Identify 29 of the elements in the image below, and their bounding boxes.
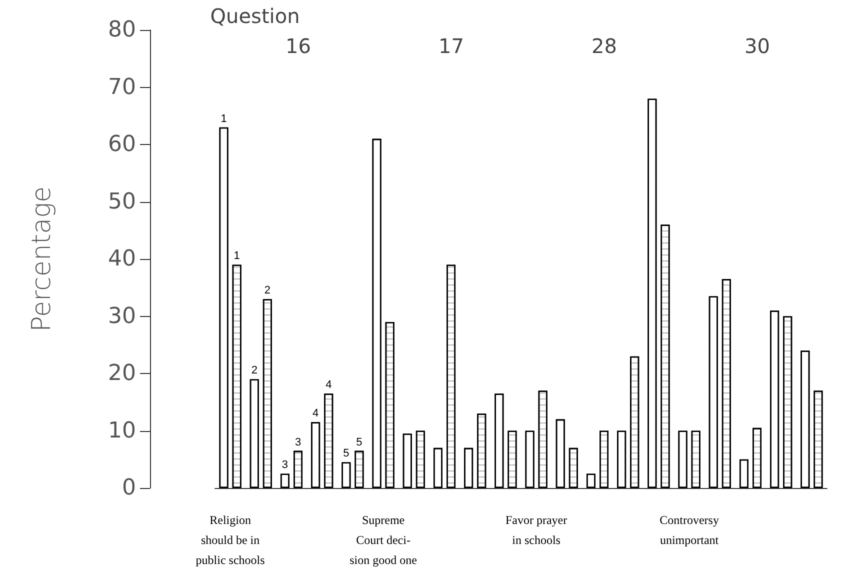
annotation: 30 [744, 34, 770, 58]
annotation: 2 [251, 364, 258, 377]
annotation: 3 [282, 459, 288, 472]
annotation: 28 [592, 34, 617, 58]
y-tick-label: 0 [122, 476, 136, 500]
annotation: 5 [343, 448, 350, 460]
y-axis-title: Percentage [27, 186, 57, 332]
y-tick-label: 80 [108, 18, 136, 42]
annotation: 4 [312, 408, 319, 420]
y-tick-label: 20 [108, 361, 136, 386]
annotation: 16 [286, 34, 311, 58]
x-tick-label: Controversy unimportant [660, 513, 720, 547]
annotation: 2 [264, 284, 270, 297]
y-tick-label: 10 [108, 418, 136, 444]
annotation: 5 [356, 436, 362, 448]
y-tick-label: 40 [108, 246, 136, 272]
annotation: 1 [234, 250, 240, 262]
x-tick-label: Religion should be in public schools [196, 513, 266, 567]
annotation: 17 [438, 34, 464, 58]
annotation: 4 [326, 379, 332, 392]
x-tick-label: Supreme Court deci- sion good one [350, 513, 417, 567]
y-tick-label: 50 [108, 189, 136, 214]
y-tick-label: 70 [108, 74, 136, 100]
y-tick-label: 30 [108, 304, 136, 329]
y-tick-label: 60 [108, 132, 136, 157]
annotation: 1 [220, 112, 227, 125]
text: Question [210, 4, 300, 28]
annotation: 3 [294, 436, 302, 448]
x-tick-label: Favor prayer in schools [505, 513, 568, 547]
